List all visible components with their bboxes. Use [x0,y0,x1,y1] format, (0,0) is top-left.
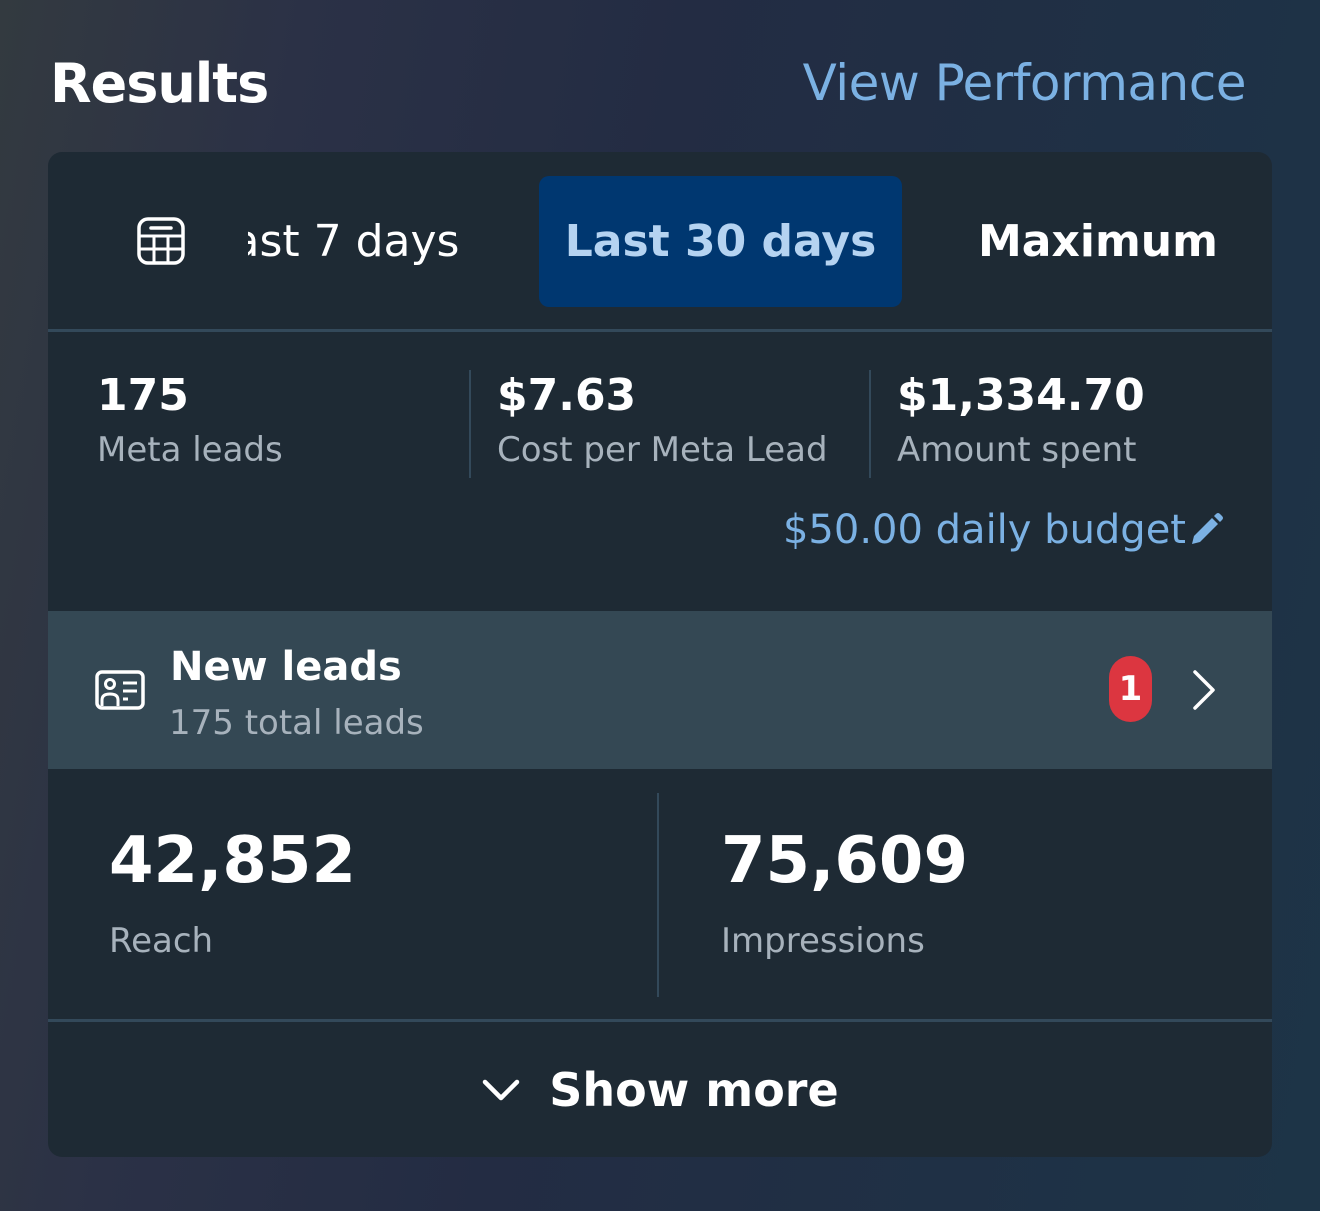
show-more-button[interactable]: Show more [48,1022,1272,1157]
metric-meta-leads: 175 Meta leads [97,370,283,478]
metric-label: Reach [109,921,214,961]
show-more-label: Show more [549,1062,839,1117]
view-performance-link[interactable]: View Performance [802,54,1247,112]
metric-cost-per-lead: $7.63 Cost per Meta Lead [497,370,828,478]
tab-label: Maximum [978,216,1218,267]
calendar-icon[interactable] [136,216,186,266]
metric-reach: 42,852 Reach [109,821,356,965]
contact-card-icon [95,670,145,710]
tab-maximum[interactable]: Maximum [958,176,1238,307]
pencil-icon [1192,513,1223,544]
notification-badge: 1 [1109,656,1152,722]
summary-metrics: 175 Meta leads $7.63 Cost per Meta Lead … [48,332,1272,611]
results-card: Last 7 days Last 30 days Maximum 175 Met… [48,152,1272,1157]
daily-budget-link[interactable]: $50.00 daily budget [783,507,1224,553]
results-header: Results View Performance [50,48,1247,118]
reach-impressions-row: 42,852 Reach 75,609 Impressions [48,769,1272,1022]
metric-value: 75,609 [721,824,968,898]
metric-value: 175 [97,370,189,421]
tab-label: Last 7 days [248,216,460,267]
metric-label: Meta leads [97,430,283,470]
metric-label: Impressions [721,921,925,961]
page-title: Results [50,51,269,115]
metric-amount-spent: $1,334.70 Amount spent [897,370,1145,478]
divider [469,370,471,478]
divider [869,370,871,478]
date-range-tabs: Last 7 days Last 30 days Maximum [48,152,1272,332]
tab-last-7-days[interactable]: Last 7 days [248,176,478,307]
chevron-down-icon [483,1079,520,1100]
new-leads-title: New leads [170,644,402,690]
metric-value: $1,334.70 [897,370,1145,421]
divider [657,793,659,997]
daily-budget-label: $50.00 daily budget [782,507,1186,553]
tab-last-30-days[interactable]: Last 30 days [539,176,902,307]
metric-value: $7.63 [497,370,637,421]
metric-value: 42,852 [109,824,356,898]
tab-label: Last 30 days [564,216,877,267]
new-leads-subtitle: 175 total leads [169,703,424,743]
metric-label: Cost per Meta Lead [497,430,828,470]
chevron-right-icon[interactable] [1190,669,1218,711]
metric-impressions: 75,609 Impressions [721,821,968,965]
new-leads-row[interactable]: New leads 175 total leads 1 [48,611,1272,769]
metric-label: Amount spent [897,430,1137,470]
